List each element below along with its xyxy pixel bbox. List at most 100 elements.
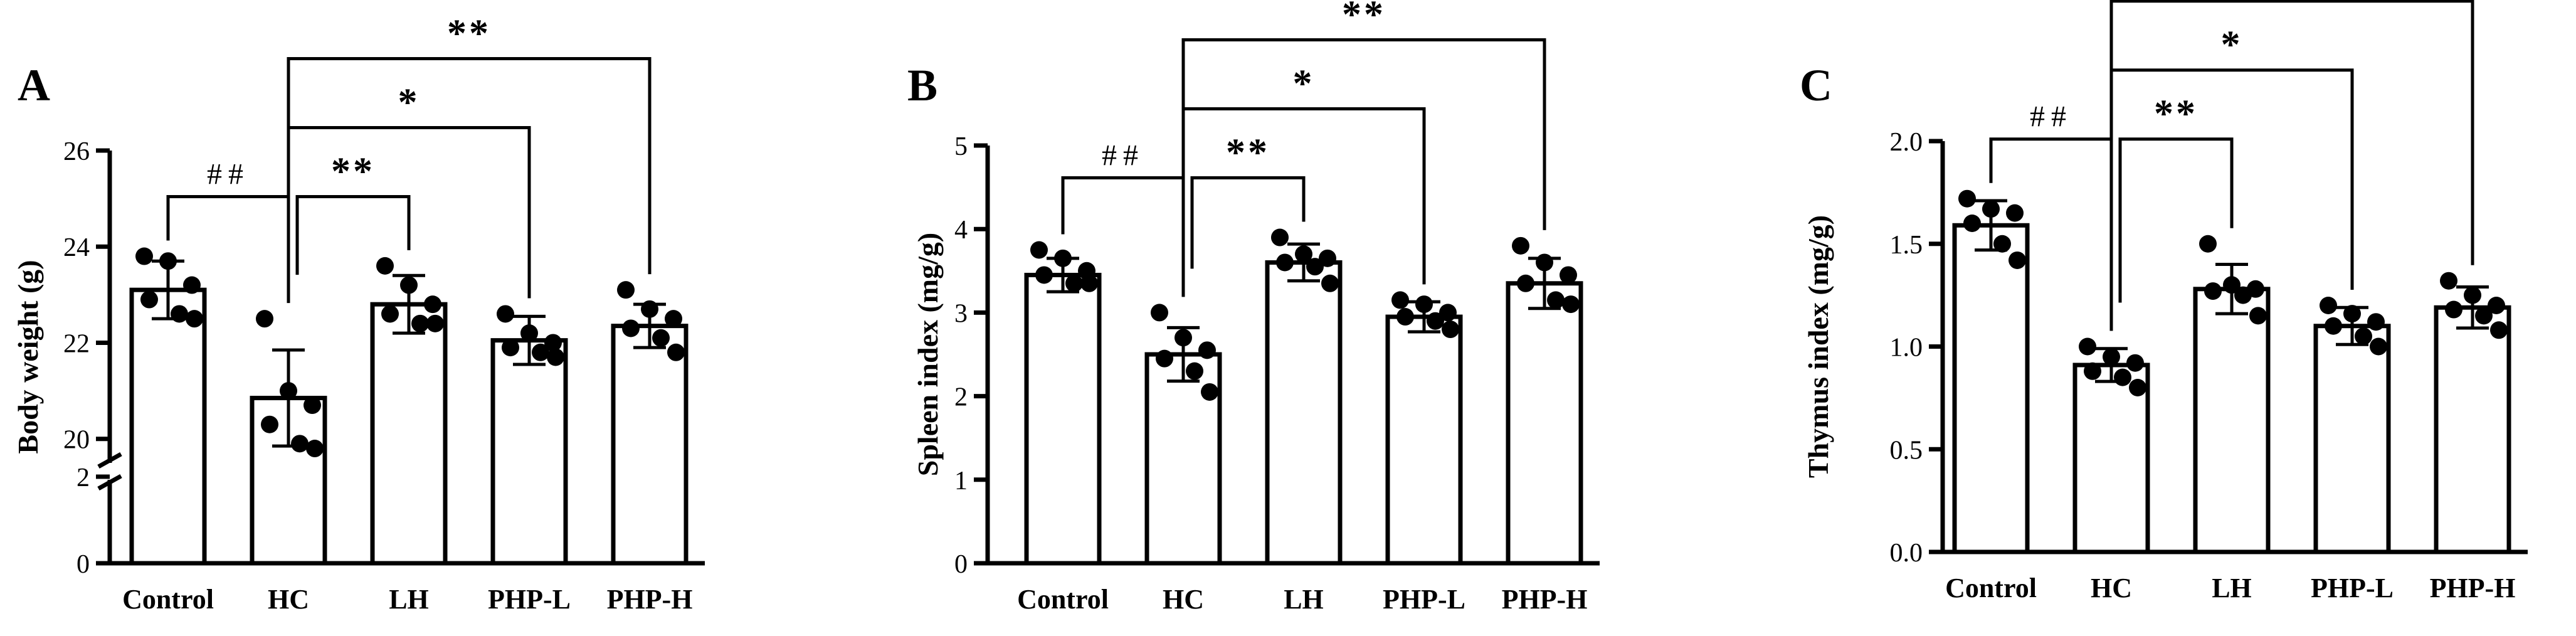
data-point [426, 314, 444, 332]
data-point [547, 348, 564, 366]
data-point [1080, 274, 1098, 292]
x-tick-label-lh: LH [1284, 584, 1324, 615]
significance-label: ## [207, 158, 250, 191]
data-point [2126, 354, 2144, 372]
x-tick-label-php-h: PHP-H [2430, 573, 2516, 603]
data-point [2009, 251, 2026, 269]
significance-label: ** [1342, 0, 1386, 36]
y-tick-label: 26 [63, 137, 90, 166]
x-tick-label-control: Control [1945, 573, 2037, 603]
data-point [2234, 286, 2252, 304]
data-point [1035, 266, 1053, 284]
y-tick-label: 3 [954, 299, 968, 328]
data-point [1547, 291, 1565, 309]
y-tick-label: 1 [954, 467, 968, 496]
x-tick-label-php-h: PHP-H [607, 584, 693, 615]
bar-php-h [1506, 281, 1583, 566]
data-point [497, 305, 514, 323]
data-point [171, 305, 188, 323]
bar-hc [250, 396, 327, 566]
y-tick-label: 4 [954, 216, 968, 245]
data-point [1442, 321, 1459, 339]
data-point [1415, 295, 1433, 314]
data-point [424, 295, 441, 314]
data-point [2325, 317, 2342, 335]
data-point [2464, 286, 2481, 304]
x-tick-label-php-l: PHP-L [2311, 573, 2394, 603]
significance-label: ** [447, 13, 491, 55]
data-point [1295, 245, 1312, 263]
data-point [2249, 307, 2267, 325]
significance-label: * [2221, 24, 2243, 66]
y-axis-label: Thymus index (mg/g) [1802, 215, 1834, 478]
significance-bracket [1989, 137, 2113, 331]
y-tick-label: 22 [63, 329, 90, 358]
bar-lh [1265, 260, 1343, 566]
data-point [2103, 347, 2120, 366]
y-axis-label: Spleen index (mg/g) [912, 233, 944, 476]
data-point [2367, 313, 2385, 331]
x-tick-label-control: Control [1017, 584, 1109, 615]
chart-panel-b: B Spleen index (mg/g) 0 1 2 3 4 5 Control HC LH PHP… [907, 0, 1600, 615]
data-point [1271, 228, 1289, 246]
data-point [1186, 362, 1203, 380]
chart-panel-a: A Body weight (g) 0 2 20 22 24 26 Control HC LH PHP… [12, 13, 705, 615]
significance-label: ** [331, 151, 375, 193]
y-tick-label: 0.5 [1890, 436, 1923, 465]
data-point [1993, 235, 2011, 253]
data-point [2204, 282, 2222, 300]
x-tick-label-php-l: PHP-L [488, 584, 571, 615]
bar-php-l [1385, 314, 1463, 566]
data-point [1198, 341, 1216, 359]
data-point [617, 281, 635, 299]
data-point [2343, 305, 2361, 323]
data-point [1276, 253, 1294, 272]
y-tick-label: 1.5 [1890, 231, 1923, 260]
data-point [1319, 249, 1336, 267]
data-point [291, 435, 309, 453]
data-point [2223, 276, 2241, 294]
data-point [1201, 383, 1218, 401]
data-point [502, 339, 519, 357]
bar-control [129, 287, 207, 566]
data-point [1439, 304, 1457, 322]
y-tick-label: 5 [954, 132, 968, 161]
data-point [381, 305, 399, 323]
data-point [1982, 200, 2000, 218]
data-point [400, 276, 418, 294]
bar-control [1024, 272, 1102, 566]
data-point [1065, 274, 1083, 292]
bar-php-h [611, 324, 689, 566]
data-point [2199, 235, 2217, 253]
data-point [140, 290, 158, 309]
y-tick-label: 1.0 [1890, 334, 1923, 363]
data-point [376, 257, 394, 275]
data-point [2440, 272, 2457, 290]
data-point [1517, 274, 1534, 292]
data-point [1427, 312, 1444, 330]
y-tick-label: 24 [63, 233, 90, 262]
bar-lh [2193, 287, 2271, 554]
significance-bracket [295, 195, 411, 275]
significance-bracket [2109, 0, 2474, 265]
chart-panel-c: C Thymus index (mg/g) 0.0 0.5 1.0 1.5 2.0 Contr… [1800, 0, 2528, 603]
y-tick-label: 2 [954, 383, 968, 412]
data-point [1958, 189, 1976, 208]
data-point [1512, 236, 1529, 255]
bar-control [1952, 223, 2030, 554]
bar-php-l [2313, 324, 2391, 554]
bar-php-h [2434, 305, 2511, 554]
data-point [2490, 321, 2508, 339]
significance-bracket [2118, 137, 2234, 303]
bar-php-l [490, 338, 568, 566]
data-point [2129, 379, 2146, 396]
data-point [1963, 215, 1981, 232]
data-point [1396, 308, 1414, 326]
significance-bracket [1181, 38, 1546, 230]
data-point [159, 252, 177, 270]
data-point [641, 300, 658, 318]
data-point [411, 314, 429, 332]
axis-break-mark [97, 452, 122, 469]
data-point [1321, 274, 1339, 292]
